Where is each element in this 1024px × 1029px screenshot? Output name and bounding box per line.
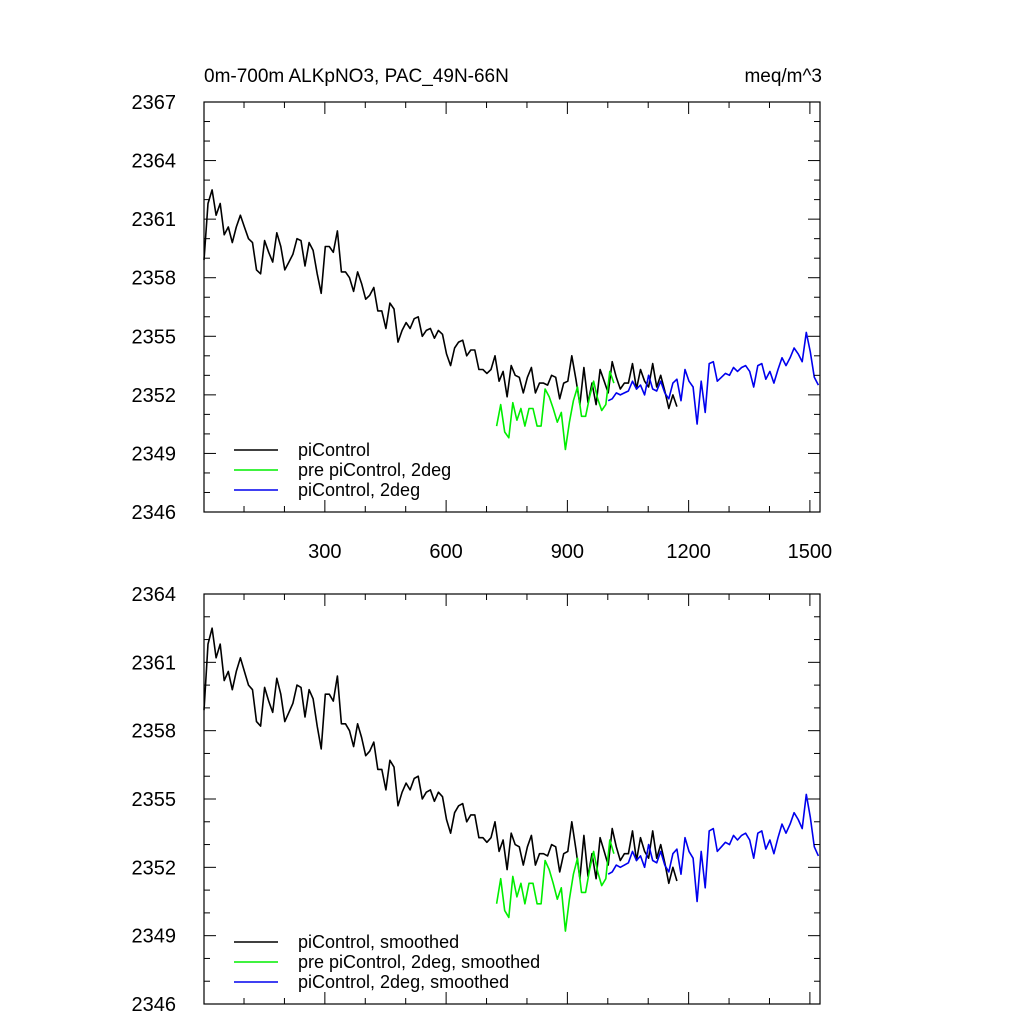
y-tick-label: 2346 <box>132 502 177 524</box>
legend-label: piControl, 2deg, smoothed <box>298 972 509 992</box>
legend-label: piControl, smoothed <box>298 932 459 952</box>
plot-frame <box>203 593 821 1005</box>
series-line-0 <box>203 627 678 885</box>
series-line-1 <box>495 370 615 451</box>
legend-label: pre piControl, 2deg, smoothed <box>298 952 540 972</box>
x-tick-label: 900 <box>551 541 584 563</box>
panel-bottom: 2346 2349 2352 2355 2358 2361 2364 piControl, s… <box>132 584 821 1016</box>
series-line-0 <box>203 189 678 410</box>
y-tick-label: 2349 <box>132 926 177 948</box>
x-tick-label: 1200 <box>666 541 711 563</box>
y-tick-label: 2355 <box>132 789 177 811</box>
legend-label: pre piControl, 2deg <box>298 460 451 480</box>
x-tick-label: 600 <box>429 541 462 563</box>
y-tick-label: 2367 <box>132 92 177 114</box>
y-tick-label: 2352 <box>132 385 177 407</box>
series-line-1 <box>495 839 615 932</box>
plot-title: 0m-700m ALKpNO3, PAC_49N-66N <box>204 66 509 87</box>
series-line-2 <box>607 331 820 425</box>
panel-top: 300 600 900 1200 1500 2346 2349 2352 2355 2358 236… <box>132 92 833 563</box>
y-tick-label: 2361 <box>132 652 177 674</box>
y-tick-label: 2349 <box>132 443 177 465</box>
y-tick-label: 2352 <box>132 857 177 879</box>
legend-label: piControl, 2deg <box>298 480 420 500</box>
y-tick-label: 2358 <box>132 721 177 743</box>
y-tick-label: 2358 <box>132 268 177 290</box>
y-tick-label: 2364 <box>132 584 177 606</box>
plot-frame <box>203 101 821 513</box>
legend-label: piControl <box>298 440 370 460</box>
x-tick-label: 1500 <box>788 541 833 563</box>
y-tick-label: 2346 <box>132 994 177 1016</box>
y-tick-label: 2361 <box>132 209 177 231</box>
y-tick-label: 2364 <box>132 151 177 173</box>
plot-units-label: meq/m^3 <box>744 66 822 87</box>
y-tick-label: 2355 <box>132 326 177 348</box>
x-tick-label: 300 <box>308 541 341 563</box>
series-line-2 <box>607 793 820 903</box>
